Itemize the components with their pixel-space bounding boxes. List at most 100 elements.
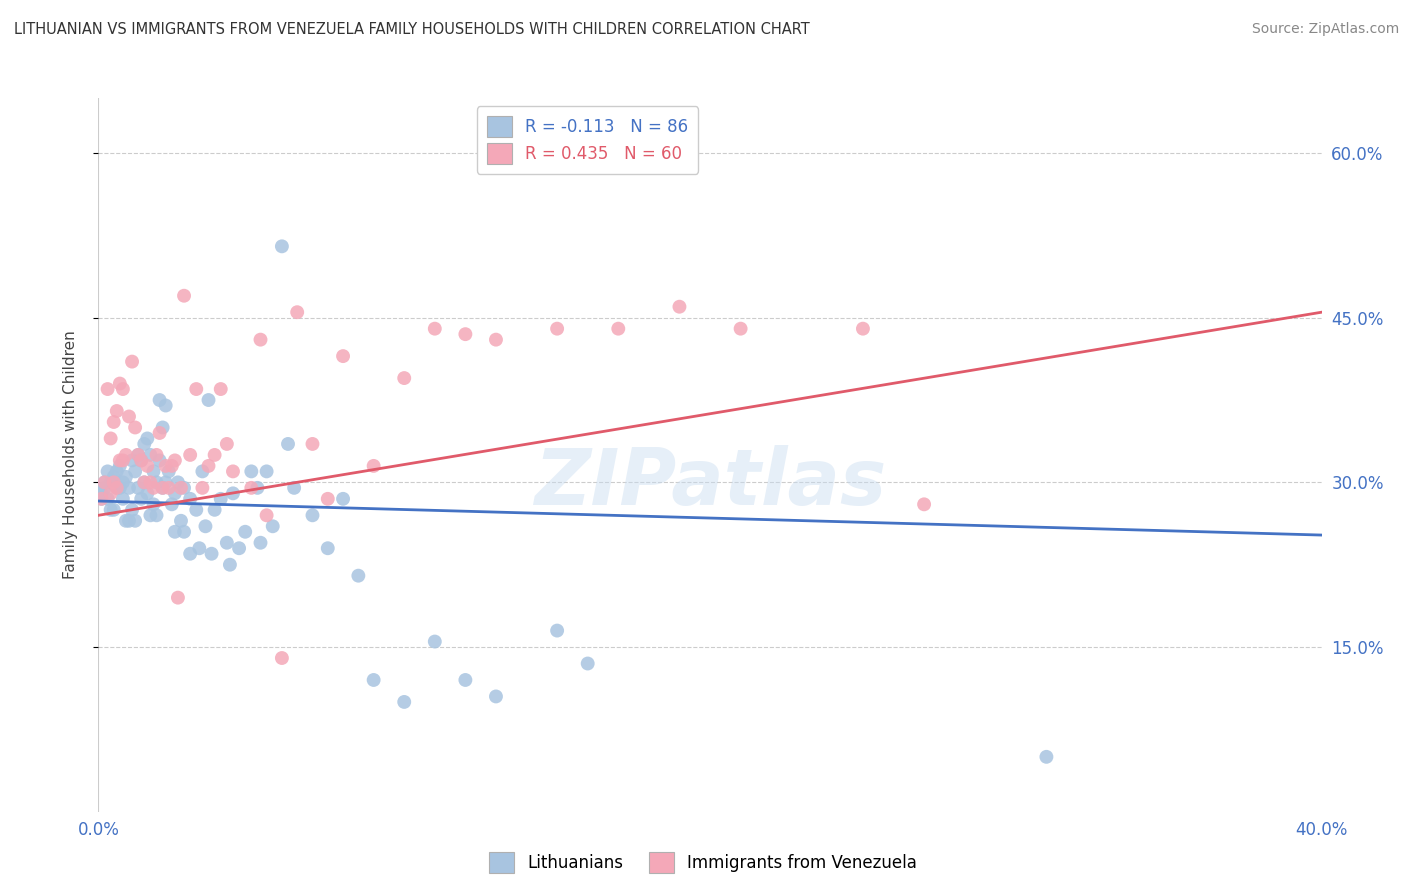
Point — [160, 458, 183, 473]
Point — [108, 458, 131, 473]
Point — [179, 448, 201, 462]
Point — [215, 437, 238, 451]
Point — [163, 486, 186, 500]
Point — [115, 470, 138, 484]
Point — [163, 524, 186, 539]
Point — [668, 300, 690, 314]
Point — [301, 437, 323, 451]
Point — [142, 464, 165, 478]
Point — [105, 481, 128, 495]
Point — [256, 464, 278, 478]
Point — [332, 491, 354, 506]
Point — [392, 371, 416, 385]
Point — [121, 503, 143, 517]
Point — [363, 673, 385, 687]
Point — [134, 475, 156, 490]
Point — [149, 453, 172, 467]
Point — [316, 541, 339, 556]
Point — [142, 481, 165, 495]
Point — [139, 508, 162, 523]
Point — [270, 651, 292, 665]
Point — [852, 321, 875, 335]
Point — [262, 519, 284, 533]
Legend: R = -0.113   N = 86, R = 0.435   N = 60: R = -0.113 N = 86, R = 0.435 N = 60 — [477, 106, 699, 174]
Point — [100, 503, 122, 517]
Point — [157, 481, 180, 495]
Point — [607, 321, 630, 335]
Point — [111, 382, 134, 396]
Point — [115, 514, 138, 528]
Point — [256, 508, 278, 523]
Point — [127, 481, 149, 495]
Point — [1035, 749, 1057, 764]
Point — [219, 558, 242, 572]
Point — [423, 321, 446, 335]
Point — [139, 475, 162, 490]
Point — [173, 524, 195, 539]
Point — [222, 464, 245, 478]
Point — [111, 453, 134, 467]
Point — [155, 399, 177, 413]
Point — [200, 547, 222, 561]
Point — [316, 491, 339, 506]
Point — [167, 475, 190, 490]
Point — [108, 453, 131, 467]
Point — [222, 486, 245, 500]
Point — [103, 470, 125, 484]
Point — [90, 491, 112, 506]
Point — [111, 475, 134, 490]
Point — [277, 437, 299, 451]
Point — [145, 475, 167, 490]
Point — [149, 425, 172, 440]
Point — [191, 481, 214, 495]
Point — [90, 486, 112, 500]
Point — [136, 458, 159, 473]
Point — [103, 415, 125, 429]
Point — [152, 481, 174, 495]
Point — [93, 475, 115, 490]
Point — [228, 541, 250, 556]
Point — [100, 486, 122, 500]
Point — [118, 514, 141, 528]
Point — [301, 508, 323, 523]
Point — [129, 453, 152, 467]
Point — [93, 481, 115, 495]
Point — [97, 382, 120, 396]
Point — [134, 475, 156, 490]
Point — [134, 437, 156, 451]
Point — [546, 321, 568, 335]
Point — [209, 491, 232, 506]
Point — [454, 673, 477, 687]
Point — [204, 503, 226, 517]
Point — [90, 491, 112, 506]
Point — [145, 508, 167, 523]
Point — [100, 475, 122, 490]
Point — [204, 448, 226, 462]
Point — [194, 519, 217, 533]
Point — [118, 481, 141, 495]
Point — [124, 420, 146, 434]
Point — [118, 409, 141, 424]
Point — [188, 541, 211, 556]
Point — [249, 333, 271, 347]
Point — [454, 327, 477, 342]
Point — [108, 481, 131, 495]
Point — [246, 481, 269, 495]
Point — [285, 305, 308, 319]
Point — [103, 503, 125, 517]
Point — [105, 464, 128, 478]
Point — [136, 432, 159, 446]
Point — [186, 503, 208, 517]
Y-axis label: Family Households with Children: Family Households with Children — [63, 331, 77, 579]
Point — [912, 497, 935, 511]
Point — [152, 481, 174, 495]
Point — [485, 333, 508, 347]
Point — [127, 448, 149, 462]
Point — [191, 464, 214, 478]
Point — [233, 524, 256, 539]
Point — [163, 453, 186, 467]
Point — [149, 392, 172, 407]
Point — [105, 404, 128, 418]
Point — [197, 458, 219, 473]
Point — [121, 354, 143, 368]
